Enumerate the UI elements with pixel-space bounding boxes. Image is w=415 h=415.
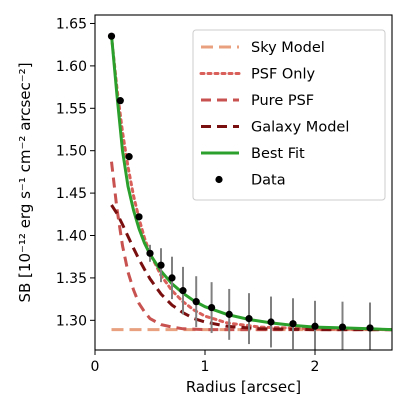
legend-marker-data — [215, 175, 223, 184]
legend-label: PSF Only — [251, 67, 316, 83]
data-point — [311, 322, 319, 330]
legend-label: Pure PSF — [251, 93, 314, 109]
series-layer — [107, 32, 392, 350]
x-axis-label: Radius [arcsec] — [186, 378, 301, 396]
legend-item-sky-model: Sky Model — [201, 40, 325, 56]
x-tick-label: 1 — [201, 359, 210, 375]
axes-layer: 1.30 1.35 1.40 1.45 1.50 1.55 1.60 1.65 0 1 2 — [56, 14, 393, 375]
data-point — [116, 97, 124, 105]
y-tick-label: 1.45 — [56, 186, 87, 202]
data-point — [338, 323, 347, 331]
y-tick-label: 1.35 — [56, 271, 87, 287]
data-point — [125, 153, 133, 161]
data-point — [289, 320, 297, 328]
legend-item-psf-only: PSF Only — [199, 67, 316, 83]
data-point — [245, 315, 253, 323]
legend-item-data: Data — [215, 173, 286, 189]
data-point — [179, 287, 187, 295]
legend-label: Sky Model — [251, 40, 325, 56]
y-tick-label: 1.30 — [56, 313, 87, 329]
legend-label: Galaxy Model — [251, 120, 349, 136]
y-tick-label: 1.50 — [56, 144, 87, 160]
y-tick-label: 1.65 — [56, 16, 87, 32]
x-tick-label: 0 — [91, 359, 100, 375]
legend: Sky Model PSF Only Pure PSF Galaxy Model Bes… — [192, 29, 386, 201]
data-point — [267, 318, 275, 326]
legend-item-best-fit: Best Fit — [201, 146, 305, 162]
legend-box — [192, 29, 386, 201]
y-tick-label: 1.40 — [56, 229, 87, 245]
legend-label: Data — [251, 173, 286, 189]
y-axis-label: SB [10⁻¹² erg s⁻¹ cm⁻² arcsec⁻²] — [16, 62, 34, 302]
legend-label: Best Fit — [251, 146, 305, 162]
data-point — [168, 274, 176, 282]
data-point — [366, 324, 374, 332]
data-point — [225, 310, 233, 318]
data-point — [157, 261, 165, 269]
data-point — [146, 249, 154, 257]
y-tick-label: 1.55 — [56, 101, 87, 117]
data-point — [107, 32, 116, 40]
data-point — [135, 213, 143, 221]
data-point — [208, 303, 216, 312]
series-pure-psf-line — [110, 161, 392, 332]
y-tick-label: 1.60 — [56, 59, 87, 75]
data-point — [192, 298, 200, 306]
legend-item-pure-psf: Pure PSF — [201, 93, 314, 109]
x-tick-label: 2 — [311, 359, 320, 375]
legend-item-galaxy-model: Galaxy Model — [201, 120, 349, 136]
series-galaxy-model-line — [110, 204, 392, 332]
plot-frame — [94, 14, 393, 351]
